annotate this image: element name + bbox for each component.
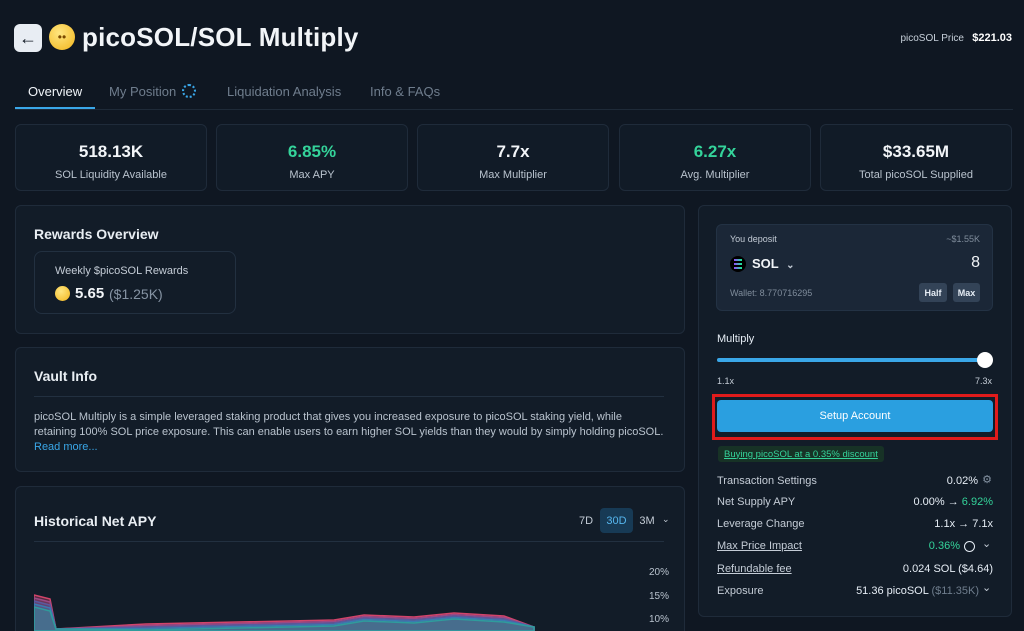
divider (34, 396, 664, 397)
y-tick-label: 10% (648, 614, 669, 625)
multiply-min-label: 1.1x (717, 376, 735, 386)
chevron-down-icon[interactable]: ⌄ (982, 538, 992, 550)
gear-icon[interactable]: ⚙ (982, 474, 992, 486)
rewards-overview-title: Rewards Overview (34, 226, 159, 242)
stat-card-max-multiplier: 7.7x Max Multiplier (417, 124, 609, 191)
wallet-balance: Wallet: 8.770716295 (730, 288, 813, 298)
token-symbol: SOL (752, 256, 779, 271)
stat-value: 6.27x (693, 142, 737, 161)
stat-label: Total picoSOL Supplied (859, 169, 973, 181)
net-supply-apy-label: Net Supply APY (717, 496, 796, 508)
stat-label: Avg. Multiplier (680, 169, 750, 181)
weekly-rewards-value: 5.65 (75, 285, 105, 302)
apy-area-chart (34, 594, 535, 631)
chevron-down-icon[interactable]: ⌄ (662, 514, 670, 524)
rolling-eyes-emoji-icon: •• (49, 24, 75, 50)
tab-overview[interactable]: Overview (28, 84, 83, 99)
historical-net-apy-title: Historical Net APY (34, 513, 157, 529)
deposit-usd-estimate: ~$1.55K (946, 234, 980, 244)
stat-value: 7.7x (496, 142, 530, 161)
y-tick-label: 15% (648, 591, 669, 602)
vault-description: picoSOL Multiply is a simple leveraged s… (34, 410, 666, 455)
multiply-max-label: 7.3x (974, 376, 992, 386)
rewards-overview-panel (15, 205, 685, 334)
refundable-fee-value: 0.024 SOL ($4.64) (902, 563, 993, 575)
range-30d-button[interactable]: 30D (600, 508, 633, 533)
leverage-from: 1.1x (934, 518, 956, 530)
max-button[interactable]: Max (953, 283, 980, 302)
price-value: $221.03 (972, 32, 1012, 44)
stat-value: $33.65M (882, 142, 950, 161)
stat-label: Max APY (289, 169, 335, 181)
exposure-amount: 51.36 picoSOL (856, 585, 929, 597)
vault-info-panel (15, 347, 685, 472)
refundable-fee-label[interactable]: Refundable fee (717, 563, 792, 575)
chevron-down-icon: ⌄ (786, 260, 795, 271)
multiply-slider-thumb[interactable] (977, 352, 993, 368)
tab-liquidation-analysis[interactable]: Liquidation Analysis (227, 84, 342, 99)
back-button[interactable]: ← (14, 24, 42, 52)
stat-card-avg-multiplier: 6.27x Avg. Multiplier (619, 124, 811, 191)
price-label: picoSOL Price (900, 33, 964, 44)
leverage-change-value: 1.1x → 7.1x (934, 518, 993, 530)
stat-card-liquidity: 518.13K SOL Liquidity Available (15, 124, 207, 191)
tab-info-faqs[interactable]: Info & FAQs (370, 84, 441, 99)
max-price-impact-label[interactable]: Max Price Impact (717, 540, 802, 552)
discount-badge[interactable]: Buying picoSOL at a 0.35% discount (718, 446, 884, 462)
stat-value: 6.85% (287, 142, 337, 161)
rolling-eyes-emoji-icon (55, 286, 70, 301)
exposure-usd: ($11.35K) (931, 585, 980, 597)
stat-card-total-supplied: $33.65M Total picoSOL Supplied (820, 124, 1012, 191)
vault-info-title: Vault Info (34, 368, 97, 384)
arrow-right-icon: → (958, 518, 970, 530)
exposure-label: Exposure (717, 585, 764, 597)
arrow-left-icon: ← (19, 27, 37, 48)
arrow-right-icon: → (947, 496, 959, 508)
historical-net-apy-panel (15, 486, 685, 631)
stat-card-max-apy: 6.85% Max APY (216, 124, 408, 191)
stat-label: SOL Liquidity Available (55, 169, 167, 181)
highlight-box (712, 394, 998, 440)
solana-token-icon (730, 256, 746, 272)
read-more-link[interactable]: Read more... (34, 441, 98, 453)
y-tick-label: 20% (648, 567, 669, 578)
stat-label: Max Multiplier (479, 169, 547, 181)
divider (34, 541, 664, 542)
page-title: picoSOL/SOL Multiply (82, 22, 359, 52)
tab-my-position[interactable]: My Position (109, 84, 177, 99)
max-price-impact-value: 0.36% (928, 540, 960, 552)
deposit-label: You deposit (730, 234, 777, 244)
weekly-rewards-label: Weekly $picoSOL Rewards (55, 265, 189, 277)
multiply-slider-track[interactable] (717, 358, 985, 362)
range-7d-button[interactable]: 7D (578, 514, 594, 527)
transaction-settings-label: Transaction Settings (717, 475, 817, 487)
net-supply-apy-value: 0.00% → 6.92% (913, 496, 993, 508)
stat-value: 518.13K (78, 142, 144, 161)
loading-spinner-icon (182, 84, 196, 98)
exposure-value: 51.36 picoSOL ($11.35K) (856, 585, 979, 597)
apy-to: 6.92% (961, 496, 993, 508)
weekly-rewards-usd: ($1.25K) (109, 286, 163, 302)
active-tab-indicator (15, 107, 95, 109)
token-selector[interactable]: SOL ⌄ (752, 256, 795, 271)
weekly-rewards-card (34, 251, 236, 314)
tab-bar: Overview My Position Liquidation Analysi… (15, 78, 1013, 110)
chart-series-area (34, 606, 535, 631)
transaction-settings-value: 0.02% (946, 475, 978, 487)
apy-from: 0.00% (913, 496, 945, 508)
range-3m-button[interactable]: 3M (639, 514, 655, 527)
multiply-label: Multiply (717, 333, 755, 345)
leverage-change-label: Leverage Change (717, 518, 805, 530)
setup-account-button[interactable]: Setup Account (717, 400, 993, 432)
half-button[interactable]: Half (919, 283, 947, 302)
vault-description-text: picoSOL Multiply is a simple leveraged s… (34, 411, 664, 438)
chevron-down-icon[interactable]: ⌄ (982, 582, 992, 594)
deposit-amount-input[interactable]: 8 (971, 254, 980, 271)
leverage-to: 7.1x (972, 518, 993, 530)
circle-indicator-icon (964, 541, 975, 552)
